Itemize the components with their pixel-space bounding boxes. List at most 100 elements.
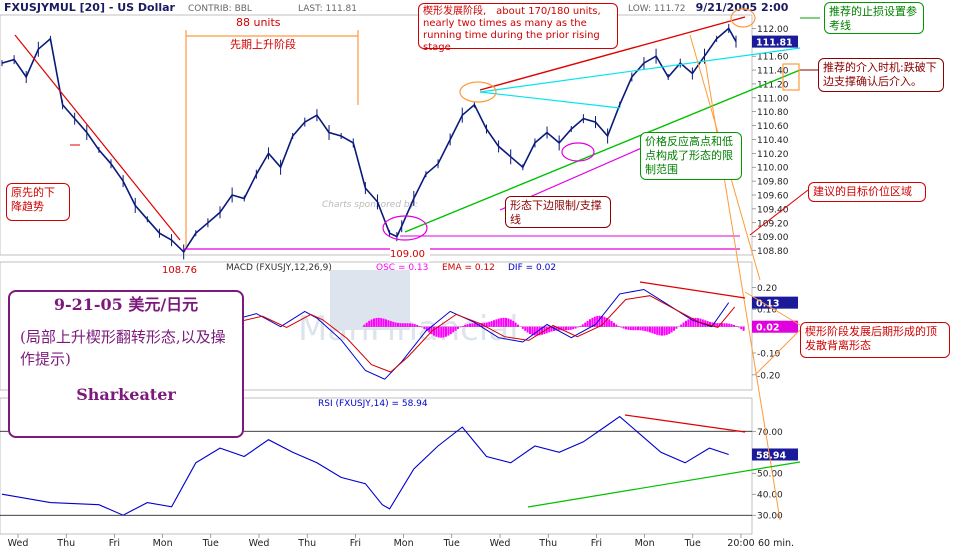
- orange-highlight-axis: [782, 63, 800, 91]
- macd-legend-item: OSC = 0.13: [376, 263, 428, 273]
- x-tick-label: Mon: [153, 538, 173, 549]
- macd-value-box: [752, 320, 798, 333]
- x-tick-label: Thu: [538, 538, 557, 549]
- price-ytick-label: 110.60: [757, 122, 789, 132]
- rsi-panel-frame: [0, 397, 753, 535]
- price-ytick-label: 109.00: [757, 233, 789, 243]
- pointer-target: [749, 189, 809, 236]
- watermark-logo-block: [330, 270, 410, 330]
- prior-downtrend-line: [14, 34, 181, 241]
- axis-layer: 112.00111.80111.60111.40111.20111.00110.…: [8, 25, 798, 549]
- macd-value-label: 0.02: [756, 323, 779, 334]
- x-tick-label: Tue: [202, 538, 219, 549]
- current-price-label: 111.81: [756, 38, 793, 49]
- x-tick-label: 20:00: [727, 538, 754, 549]
- x-tick-label: Thu: [56, 538, 75, 549]
- rsi-ytick-label: 30.00: [757, 512, 783, 522]
- x-tick-label: Fri: [591, 538, 602, 549]
- x-tick-label: Fri: [350, 538, 361, 549]
- header-last: LAST: 111.81: [298, 4, 357, 14]
- header-low: LOW: 111.72: [628, 4, 686, 14]
- macd-ema-line: [189, 295, 736, 373]
- price-ytick-label: 111.20: [757, 80, 789, 90]
- macd-legend-item: EMA = 0.12: [442, 263, 495, 273]
- macd-ytick-label: -0.10: [757, 349, 781, 359]
- orange-highlight-top: [730, 8, 756, 28]
- price-ytick-label: 110.40: [757, 136, 789, 146]
- price-ytick-label: 109.60: [757, 192, 789, 202]
- callout-target-zone: 建议的目标价位区域: [808, 182, 926, 202]
- label-108-76: 108.76: [162, 264, 202, 278]
- info-box-subtitle: (局部上升楔形翻转形态,以及操作提示): [20, 328, 226, 368]
- x-tick-label: Fri: [109, 538, 120, 549]
- info-box: 9-21-05 美元/日元 (局部上升楔形翻转形态,以及操作提示) Sharke…: [8, 290, 244, 438]
- price-ytick-label: 111.60: [757, 53, 789, 63]
- rsi-value-box: [752, 448, 798, 461]
- callout-prior-downtrend: 原先的下降趋势: [6, 183, 70, 221]
- magenta-highlight-mid: [561, 142, 595, 162]
- chart-title: FXUSJYMUL [20] - US Dollar: [4, 1, 176, 14]
- callout-entry-timing: 推荐的介入时机:跌破下边支撑确认后介入。: [818, 58, 944, 92]
- macd-ytick-label: 0.20: [757, 284, 777, 294]
- macd-ytick-label: -0.20: [757, 371, 781, 381]
- macd-legend-item: DIF = 0.02: [508, 263, 556, 273]
- rsi-ytick-label: 40.00: [757, 491, 783, 501]
- macd-dif-line: [183, 288, 730, 380]
- price-ytick-label: 110.80: [757, 108, 789, 118]
- price-ytick-label: 112.00: [757, 25, 789, 35]
- wedge-lower-line: [404, 69, 801, 233]
- callout-divergence: 楔形阶段发展后期形成的顶发散背离形态: [800, 322, 950, 358]
- price-layer: [1, 23, 737, 260]
- magenta-highlight-low: [382, 215, 428, 241]
- header-date: 9/21/2005 2:00: [696, 1, 789, 14]
- callout-limit-range: 价格反应高点和低点构成了形态的限制范围: [640, 132, 742, 180]
- macd-value-box: [752, 296, 798, 309]
- wedge-upper-line: [479, 16, 746, 91]
- price-ytick-label: 111.00: [757, 94, 789, 104]
- macd-ytick-label: 0.10: [757, 306, 777, 316]
- rsi-support-line: [527, 461, 801, 508]
- x-tick-label: Wed: [490, 538, 511, 549]
- cyan-line-2: [479, 91, 621, 109]
- divergence-pointer: [754, 329, 801, 376]
- x-tick-label: Tue: [684, 538, 701, 549]
- callout-88-units: 88 units: [236, 16, 286, 32]
- x-tick-label: Wed: [249, 538, 270, 549]
- watermark-text: Charts sponsored by:: [322, 200, 418, 210]
- macd-divergence-line: [639, 281, 746, 299]
- macd-title: MACD (FXUSJY,12,26,9): [226, 263, 332, 273]
- price-ytick-label: 108.80: [757, 247, 789, 257]
- price-ytick-label: 111.40: [757, 67, 789, 77]
- price-ytick-label: 110.00: [757, 164, 789, 174]
- callout-prior-rise: 先期上升阶段: [230, 38, 296, 51]
- x-unit-label: 60 min.: [758, 538, 794, 549]
- divergence-pointer-2: [744, 291, 801, 326]
- callout-wedge-stage: 楔形发展阶段, about 170/180 units, nearly two …: [418, 3, 618, 53]
- current-price-box: [752, 35, 798, 48]
- price-ytick-label: 109.20: [757, 219, 789, 229]
- x-tick-label: Thu: [297, 538, 316, 549]
- macd-layer: [183, 288, 745, 380]
- callout-stop-loss: 推荐的止损设置参考线: [824, 2, 924, 34]
- callout-lower-support: 形态下边限制/支撑线: [505, 196, 611, 228]
- rsi-ytick-label: 50.00: [757, 470, 783, 480]
- info-box-title: 9-21-05 美元/日元: [53, 295, 199, 314]
- rsi-line: [1, 415, 729, 516]
- watermark-logo: ManFinancial: [298, 270, 519, 349]
- price-ytick-label: 109.40: [757, 205, 789, 215]
- rsi-divergence-line: [624, 414, 746, 433]
- cyan-line: [479, 47, 801, 93]
- x-tick-label: Wed: [8, 538, 29, 549]
- price-ytick-label: 109.80: [757, 178, 789, 188]
- x-tick-label: Mon: [635, 538, 655, 549]
- macd-value-label: 0.13: [756, 299, 779, 310]
- rsi-ytick-label: 70.00: [757, 428, 783, 438]
- info-box-author: Sharkeater: [76, 385, 176, 404]
- rsi-value-label: 58.94: [756, 450, 786, 461]
- orange-highlight-peak: [459, 81, 497, 103]
- price-panel-frame: [0, 14, 753, 256]
- x-tick-label: Tue: [443, 538, 460, 549]
- price-ytick-label: 110.20: [757, 150, 789, 160]
